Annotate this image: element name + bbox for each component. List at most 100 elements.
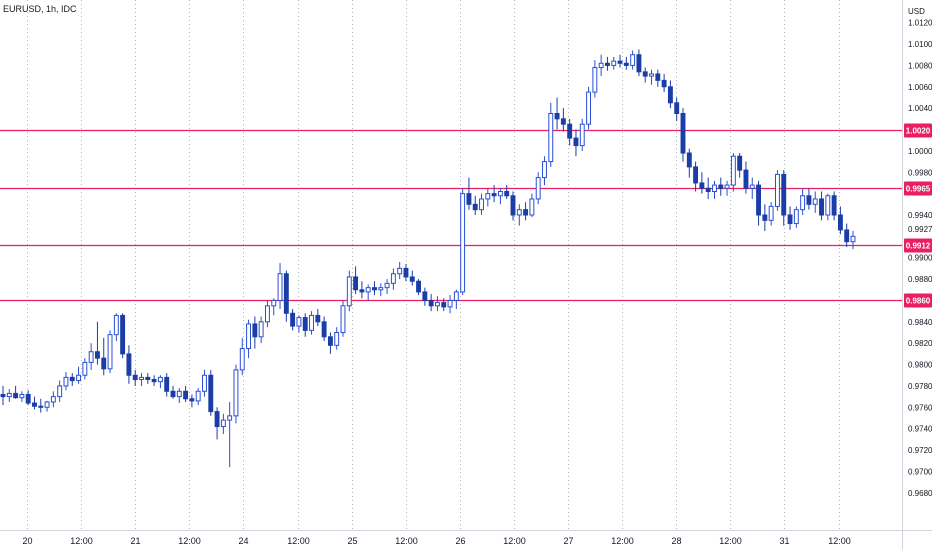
candle-up: [825, 195, 831, 216]
candle-up: [724, 184, 730, 189]
candle-down: [327, 336, 333, 346]
candle-up: [453, 291, 459, 301]
candle-down: [466, 193, 472, 205]
candle-down: [321, 321, 327, 338]
candle-down: [510, 195, 516, 216]
candle-down: [837, 214, 843, 231]
price-tag: [904, 238, 932, 253]
candle-down: [743, 169, 749, 189]
candle-down: [372, 287, 377, 291]
candle-down: [554, 112, 560, 120]
price-tag-label: 0.9860: [906, 297, 931, 306]
y-tick-label: 1.0100: [908, 40, 932, 49]
candle-up: [107, 334, 113, 370]
candle-down: [567, 123, 573, 139]
candle-up: [390, 273, 396, 284]
candle-up: [598, 62, 604, 69]
candle-up: [397, 267, 403, 275]
candle-up: [548, 112, 554, 163]
x-tick-label: 24: [238, 536, 248, 546]
y-tick-label: 0.9680: [908, 489, 932, 498]
candle-up: [88, 351, 94, 363]
candle-up: [19, 393, 25, 399]
y-tick-label: 0.9700: [908, 467, 932, 476]
x-tick-label: 12:00: [828, 536, 851, 546]
candle-down: [32, 402, 37, 407]
candle-up: [63, 376, 69, 387]
y-tick-label: 0.9840: [908, 318, 932, 327]
candle-up: [239, 348, 245, 371]
candle-up: [497, 190, 503, 197]
x-tick-label: 12:00: [611, 536, 634, 546]
price-tag: [904, 123, 932, 138]
candle-down: [0, 393, 6, 398]
candle-up: [774, 173, 780, 207]
candle-up: [195, 390, 201, 402]
candle-down: [667, 86, 673, 104]
candle-up: [479, 198, 484, 211]
candle-down: [762, 214, 768, 221]
price-tag: [904, 181, 932, 196]
candle-up: [202, 374, 207, 392]
candle-down: [13, 392, 19, 399]
candle-up: [277, 273, 283, 301]
candle-up: [378, 287, 384, 291]
candle-up: [800, 195, 806, 211]
candle-up: [749, 184, 755, 189]
candle-up: [264, 305, 270, 323]
y-tick-label: 0.9927: [908, 225, 932, 234]
candle-down: [132, 374, 138, 381]
candle-down: [208, 374, 214, 413]
candle-up: [850, 235, 856, 243]
y-tick-label: 0.9940: [908, 211, 932, 220]
candle-down: [705, 187, 711, 192]
candle-up: [346, 276, 352, 307]
candle-down: [636, 54, 642, 73]
candle-up: [76, 374, 82, 382]
y-tick-label: 0.9800: [908, 361, 932, 370]
x-tick-label: 21: [130, 536, 140, 546]
candle-down: [183, 390, 189, 400]
candle-down: [164, 376, 170, 392]
x-tick-label: 12:00: [719, 536, 742, 546]
candle-down: [573, 137, 579, 147]
candle-down: [214, 411, 220, 428]
candle-up: [82, 361, 88, 376]
candle-down: [359, 289, 365, 293]
x-tick-label: 28: [671, 536, 681, 546]
y-tick-label: 1.0060: [908, 83, 932, 92]
y-tick-label: 0.9820: [908, 339, 932, 348]
candle-up: [6, 392, 12, 398]
candle-up: [113, 314, 119, 336]
x-tick-label: 20: [22, 536, 32, 546]
candle-up: [535, 177, 541, 200]
candle-up: [630, 54, 636, 66]
candle-up: [233, 369, 239, 417]
candle-up: [44, 401, 50, 408]
x-tick-label: 25: [347, 536, 357, 546]
candle-down: [617, 60, 623, 64]
candle-down: [491, 193, 497, 197]
candle-down: [819, 198, 824, 216]
candle-down: [126, 353, 132, 376]
y-tick-label: 1.0040: [908, 104, 932, 113]
grid-layer: [27, 0, 840, 530]
candle-down: [737, 155, 743, 171]
x-tick-label: 12:00: [70, 536, 93, 546]
x-tick-label: 26: [455, 536, 465, 546]
candle-up: [649, 73, 654, 77]
candle-down: [756, 184, 762, 216]
candle-up: [542, 161, 547, 179]
candle-up: [485, 193, 491, 200]
candle-down: [787, 214, 793, 225]
candle-down: [25, 393, 31, 404]
candle-up: [157, 376, 163, 383]
candle-up: [384, 282, 390, 289]
candle-down: [170, 390, 176, 398]
y-tick-label: 0.9760: [908, 403, 932, 412]
x-tick-label: 12:00: [178, 536, 201, 546]
candle-down: [504, 190, 510, 197]
